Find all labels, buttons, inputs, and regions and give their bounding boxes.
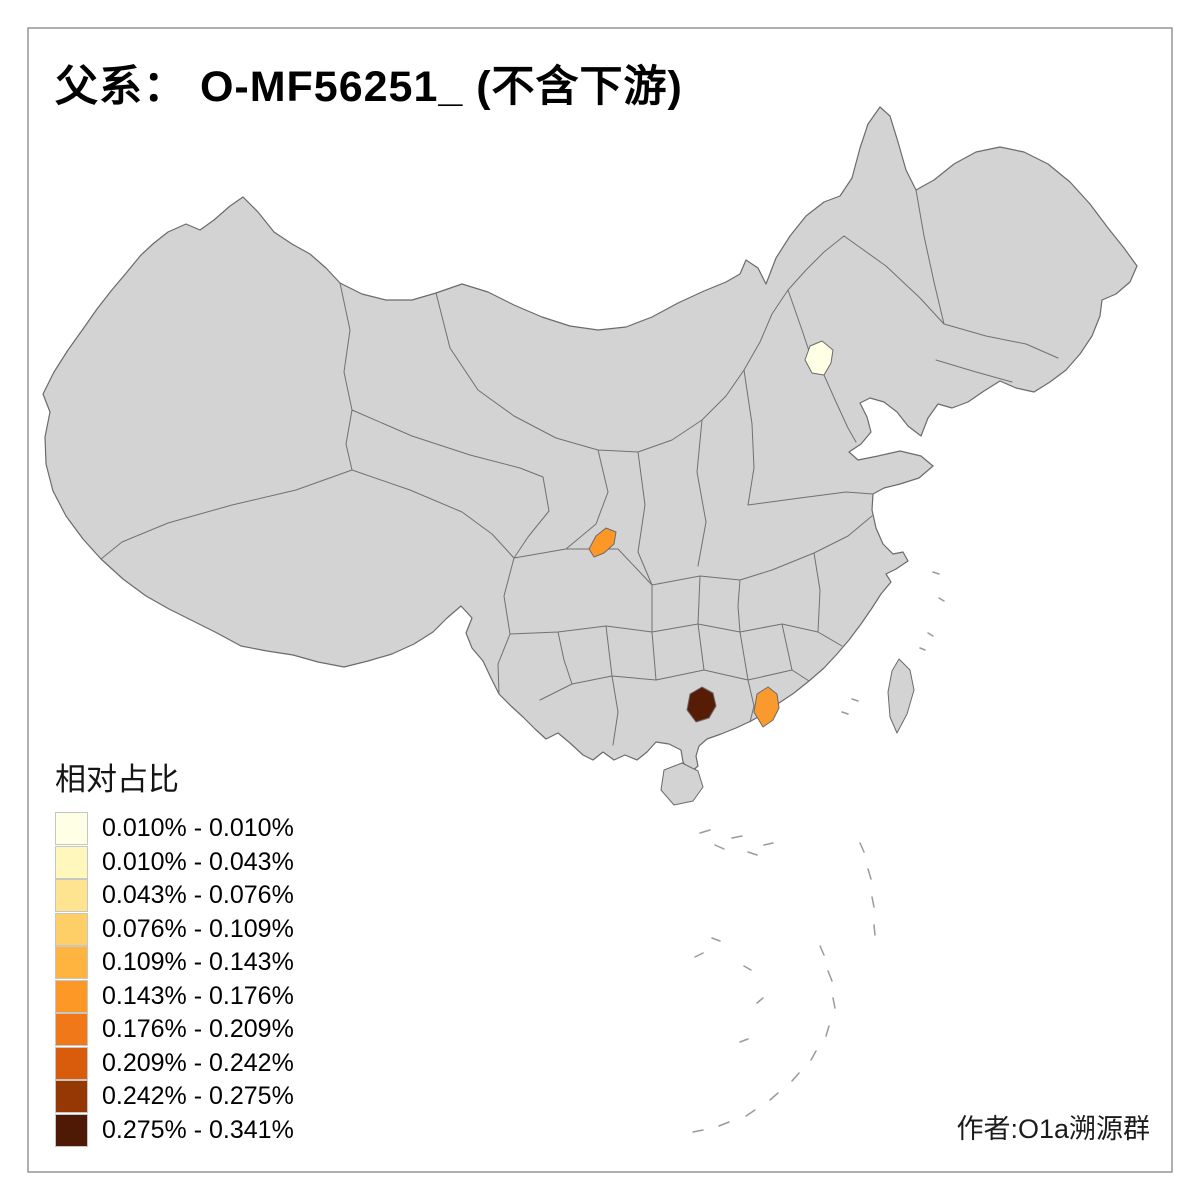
legend-row: 0.010% - 0.010% [55,812,294,846]
legend-label: 0.076% - 0.109% [102,914,294,943]
figure-frame [27,27,1173,1173]
legend-row: 0.143% - 0.176% [55,979,294,1014]
legend-row: 0.010% - 0.043% [55,845,294,880]
south-china-sea-dashes [692,829,876,1133]
legend-row: 0.043% - 0.076% [55,879,294,913]
legend-items: 0.010% - 0.010% 0.010% - 0.043% 0.043% - 0… [55,812,294,1147]
legend-label: 0.209% - 0.242% [102,1048,294,1077]
legend-swatch [55,1113,88,1147]
legend-swatch [55,812,88,846]
legend-label: 0.176% - 0.209% [102,1015,294,1044]
legend-row: 0.275% - 0.341% [55,1113,294,1148]
legend-label: 0.109% - 0.143% [102,948,294,977]
legend-swatch [55,1013,88,1047]
legend-label: 0.010% - 0.010% [102,814,294,843]
region-guangdong [753,686,780,728]
legend-row: 0.176% - 0.209% [55,1013,294,1047]
taiwan-island [887,658,915,734]
legend-swatch [55,845,88,879]
credit-text: 作者:O1a溯源群 [956,1114,1150,1144]
legend-row: 0.076% - 0.109% [55,912,294,947]
legend-label: 0.143% - 0.176% [102,981,294,1010]
legend-swatch [55,912,88,946]
hainan-island [660,762,704,806]
region-guangxi [686,686,717,723]
legend-label: 0.275% - 0.341% [102,1115,294,1144]
coastal-islets [841,571,945,715]
region-sichuan [588,527,617,558]
legend-label: 0.242% - 0.275% [102,1082,294,1111]
legend-label: 0.010% - 0.043% [102,847,294,876]
legend-row: 0.109% - 0.143% [55,946,294,980]
china-landmass [42,106,1138,774]
region-beijing [804,340,834,376]
legend-swatch [55,979,88,1013]
legend-label: 0.043% - 0.076% [102,881,294,910]
legend-title: 相对占比 [55,762,179,797]
legend-row: 0.209% - 0.242% [55,1046,294,1081]
legend-row: 0.242% - 0.275% [55,1080,294,1114]
legend-swatch [55,879,88,913]
legend-swatch [55,1046,88,1080]
legend-swatch [55,946,88,980]
map-title: 父系： O-MF56251_ (不含下游) [55,63,683,111]
legend-swatch [55,1080,88,1114]
legend: 相对占比 0.010% - 0.010% 0.010% - 0.043% 0.043… [55,754,294,1147]
